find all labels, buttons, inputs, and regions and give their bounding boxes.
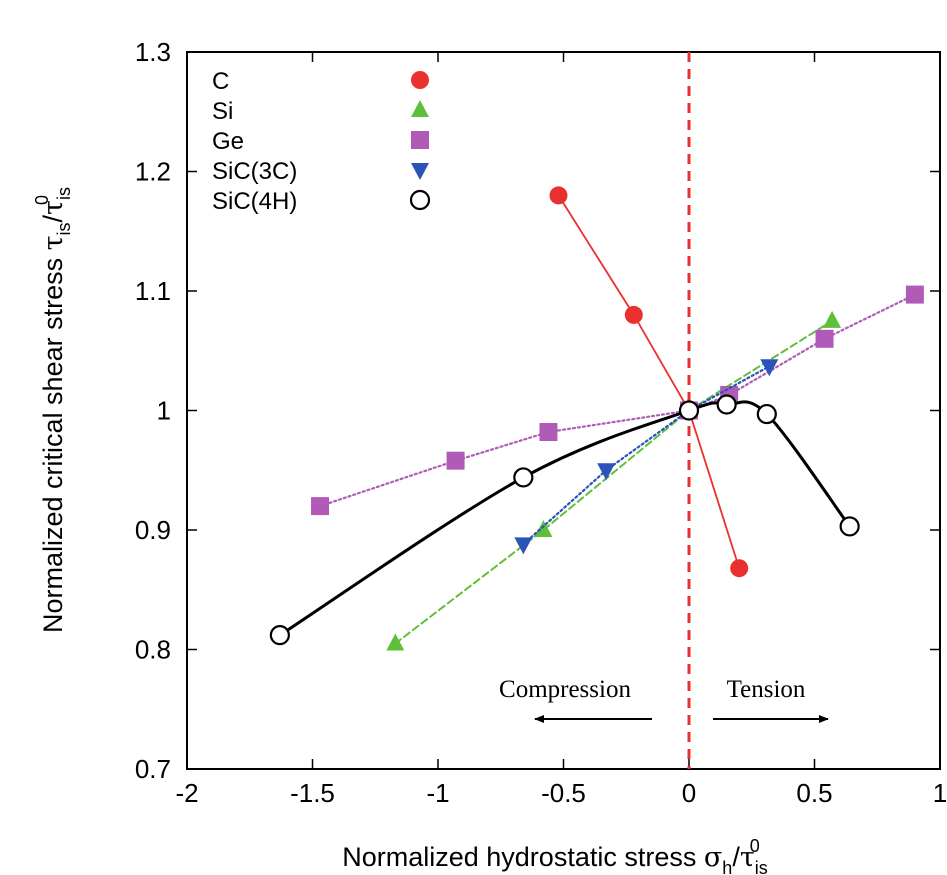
data-point-sic-4h <box>716 394 737 415</box>
y-tick-label: 1 <box>157 396 171 426</box>
x-tick-label: -1 <box>426 778 449 808</box>
legend: C Si Ge SiC(3C) SiC(4H) <box>212 68 431 215</box>
series-line-sic-4h <box>278 400 852 637</box>
x-tick-label: -1.5 <box>290 778 335 808</box>
y-tick-label: 1.2 <box>135 157 171 187</box>
data-point-c <box>549 186 568 205</box>
series-line-sic-3c <box>522 365 771 546</box>
data-point-sic-3c <box>597 463 616 481</box>
data-point-sic-4h <box>839 516 860 537</box>
series-line-si <box>394 319 834 645</box>
x-tick-label: -0.5 <box>541 778 586 808</box>
series-layer <box>269 186 924 651</box>
legend-marker-si <box>411 100 429 117</box>
y-tick-label: 0.9 <box>135 515 171 545</box>
data-point-ge <box>815 329 834 348</box>
y-tick-label: 0.7 <box>135 754 171 784</box>
x-tick-label: 1 <box>933 778 947 808</box>
data-point-sic-4h <box>269 625 290 646</box>
legend-marker-ge <box>411 131 429 149</box>
data-point-sic-4h <box>678 400 700 421</box>
legend-item-sic-3c: SiC(3C) <box>212 158 429 185</box>
x-tick-label: 0 <box>682 778 696 808</box>
data-point-si <box>386 633 405 651</box>
legend-label: C <box>212 68 229 95</box>
legend-label: Si <box>212 98 233 125</box>
legend-label: Ge <box>212 128 244 155</box>
legend-label: SiC(4H) <box>212 188 297 215</box>
data-point-ge <box>311 497 330 516</box>
legend-marker-sic-4h <box>409 189 431 211</box>
annotations: Compression Tension <box>499 676 829 723</box>
x-tick-label: 0.5 <box>796 778 832 808</box>
data-point-ge <box>905 285 924 304</box>
data-point-sic-4h <box>756 403 777 425</box>
series-line-c <box>557 194 741 570</box>
legend-item-si: Si <box>212 98 429 125</box>
legend-item-sic-4h: SiC(4H) <box>212 188 431 215</box>
data-point-c <box>730 559 749 578</box>
series-sic-4h <box>269 394 860 646</box>
legend-label: SiC(3C) <box>212 158 297 185</box>
y-tick-label: 1.3 <box>135 37 171 67</box>
legend-marker-sic-3c <box>411 163 429 180</box>
x-tick-label: -2 <box>175 778 198 808</box>
plot-border <box>186 51 941 770</box>
legend-marker-c <box>411 71 429 89</box>
data-point-ge <box>539 423 558 442</box>
series-si <box>386 310 842 651</box>
data-point-sic-4h <box>513 467 534 488</box>
legend-item-ge: Ge <box>212 128 429 155</box>
y-tick-label: 0.8 <box>135 635 171 665</box>
annotation-compression: Compression <box>499 676 631 703</box>
y-tick-label: 1.1 <box>135 276 171 306</box>
data-point-c <box>624 305 643 324</box>
legend-item-c: C <box>212 68 429 95</box>
data-point-sic-3c <box>514 537 533 555</box>
series-sic-3c <box>514 359 779 555</box>
data-point-sic-3c <box>760 359 779 377</box>
plot-frame <box>186 51 941 770</box>
data-point-si <box>534 520 553 537</box>
data-point-si <box>823 310 842 328</box>
annotation-tension: Tension <box>727 676 806 703</box>
x-axis-title: Normalized hydrostatic stress σh/τis0 <box>342 836 768 875</box>
data-point-ge <box>446 451 465 470</box>
series-c <box>549 186 749 578</box>
y-axis-title: Normalized critical shear stress τis/τis… <box>32 187 74 633</box>
